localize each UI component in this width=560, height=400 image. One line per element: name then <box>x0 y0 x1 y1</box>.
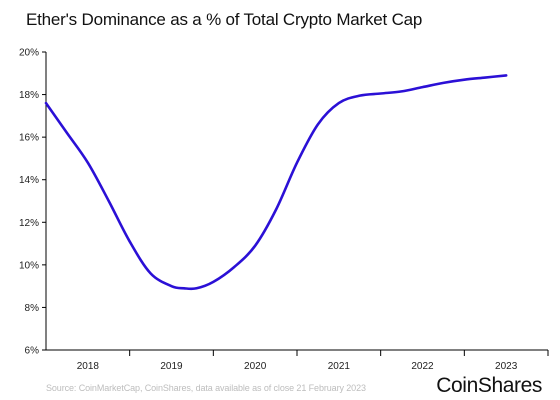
x-tick-label: 2021 <box>328 361 351 372</box>
y-tick-label: 12% <box>19 218 39 229</box>
x-tick-label: 2019 <box>160 361 183 372</box>
x-tick-label: 2018 <box>77 361 100 372</box>
y-tick-label: 10% <box>19 260 39 271</box>
y-tick-label: 16% <box>19 133 39 144</box>
source-note: Source: CoinMarketCap, CoinShares, data … <box>46 383 366 393</box>
x-tick-label: 2022 <box>411 361 434 372</box>
y-tick-label: 14% <box>19 175 39 186</box>
chart-title: Ether's Dominance as a % of Total Crypto… <box>26 10 423 29</box>
chart-axes <box>45 52 548 351</box>
y-axis-ticks: 20% 18% 16% 14% 12% 10% 8% 6% <box>19 48 46 357</box>
x-axis-ticks: 2018 2019 2020 2021 2022 2023 <box>77 350 549 372</box>
y-tick-label: 6% <box>25 346 40 357</box>
chart-series <box>44 74 508 291</box>
y-tick-label: 8% <box>25 303 40 314</box>
x-tick-label: 2023 <box>495 361 518 372</box>
brand-logo: CoinShares <box>436 374 542 397</box>
x-tick-label: 2020 <box>244 361 267 372</box>
y-tick-label: 20% <box>19 48 39 59</box>
y-tick-label: 18% <box>19 90 39 101</box>
series-line <box>44 74 508 291</box>
